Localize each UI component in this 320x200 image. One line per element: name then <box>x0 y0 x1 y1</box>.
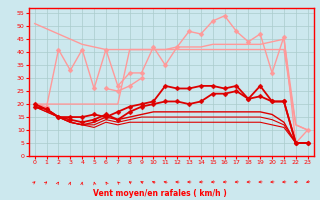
Text: Vent moyen/en rafales ( km/h ): Vent moyen/en rafales ( km/h ) <box>93 189 227 198</box>
